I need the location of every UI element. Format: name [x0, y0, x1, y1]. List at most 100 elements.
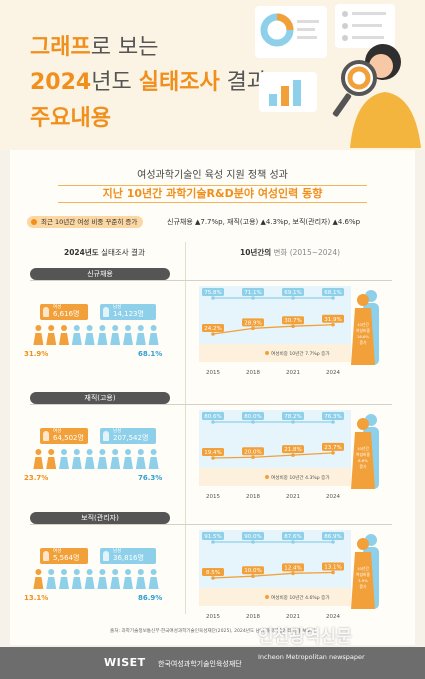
chart-bg-female: [199, 468, 351, 486]
female-count: 6,616명: [53, 310, 80, 318]
side-label-text: 증가: [360, 340, 367, 345]
person-head: [61, 325, 67, 331]
male-point: [251, 420, 255, 424]
person-head: [35, 449, 42, 455]
person-icon: [123, 569, 133, 589]
side-label-text: 16.6%: [357, 334, 369, 339]
female-count: 5,564명: [53, 554, 80, 562]
side-label-text: 여성비중: [356, 328, 370, 333]
data-label-bg: [202, 568, 224, 576]
column-divider: [185, 242, 186, 614]
person-head: [86, 325, 93, 331]
callout-dot-icon: [265, 595, 269, 599]
male-label: 남성: [113, 305, 122, 310]
female-point: [211, 332, 215, 336]
male-count: 207,542명: [113, 434, 149, 442]
person-body: [110, 333, 121, 345]
person-body: [46, 457, 57, 469]
female-percent: 23.7%: [24, 474, 49, 482]
female-point: [291, 571, 295, 576]
data-label-bg: [322, 288, 344, 296]
female-icon: [43, 307, 49, 317]
female-percent: 13.1%: [24, 594, 49, 602]
female-series-line: [212, 571, 334, 579]
person-icon: [59, 449, 69, 469]
chart-bg-female: [199, 344, 351, 362]
person-icon: [148, 569, 159, 589]
person-head: [150, 325, 157, 331]
data-label-bg: [322, 442, 344, 451]
person-body: [71, 333, 82, 345]
male-count: 36,816명: [113, 554, 144, 562]
source-note: 출처: 과학기술정보통신부·한국여성과학기술인육성재단(2025), 2024년…: [109, 629, 316, 634]
watermark-name: 인천광역신문: [258, 627, 352, 647]
male-data-label: 71.1%: [244, 290, 261, 296]
male-count-tag: 남성 207,542명: [100, 428, 156, 444]
male-data-label: 76.3%: [324, 414, 341, 420]
person-icon: [71, 449, 82, 469]
footer-bar: [0, 647, 425, 679]
male-data-label: 68.1%: [324, 290, 341, 296]
male-point: [251, 540, 255, 544]
headline: 지난 10년간 과학기술R&D분야 여성인력 동향: [58, 185, 367, 203]
data-label-bg: [242, 318, 264, 327]
person-head: [35, 325, 42, 331]
side-label-text: 8.6%: [358, 458, 368, 463]
male-point: [291, 540, 295, 544]
person-head: [86, 569, 93, 575]
x-tick-label: 2015: [206, 614, 220, 620]
male-data-label: 91.5%: [204, 534, 221, 540]
side-female-body: [351, 432, 375, 489]
male-percent: 68.1%: [138, 350, 163, 358]
female-label: 여성: [53, 305, 62, 310]
person-body: [97, 333, 108, 345]
female-count-tag: 여성 64,502명: [40, 428, 88, 444]
female-point: [211, 576, 215, 580]
female-label: 여성: [53, 429, 62, 434]
x-tick-label: 2018: [246, 370, 260, 376]
person-head: [125, 325, 131, 331]
section-rule: [30, 280, 392, 281]
side-label-text: 여성비중: [356, 572, 370, 577]
female-data-label: 20.0%: [244, 449, 261, 455]
section-title: 보직(관리자): [30, 512, 170, 524]
person-head: [125, 569, 131, 575]
x-tick-label: 2018: [246, 614, 260, 620]
x-tick-label: 2018: [246, 494, 260, 500]
people-pictogram: [33, 325, 159, 345]
person-body: [123, 457, 133, 469]
person-body: [46, 333, 57, 345]
data-label-bg: [282, 316, 304, 325]
summary-pill: 최근 10년간 여성 비중 꾸준히 증가: [27, 216, 144, 228]
female-data-label: 21.8%: [284, 447, 301, 453]
side-female-head: [357, 538, 369, 550]
female-data-label: 31.9%: [324, 317, 341, 323]
data-label-bg: [242, 447, 264, 456]
person-body: [71, 457, 82, 469]
male-count-tag: 남성 14,123명: [100, 304, 156, 320]
person-icon: [123, 449, 133, 469]
section-rule: [30, 404, 392, 405]
male-point: [211, 296, 215, 300]
male-point: [211, 420, 215, 424]
female-point: [251, 574, 255, 578]
person-icon: [148, 325, 159, 345]
person-icon: [46, 569, 57, 589]
person-head: [35, 569, 42, 575]
female-icon: [43, 551, 49, 561]
female-label: 여성: [53, 549, 62, 554]
person-body: [33, 333, 44, 345]
watermark-en: Incheon Metropolitan newspaper: [258, 653, 365, 661]
person-body: [59, 457, 69, 469]
data-label-bg: [282, 532, 304, 540]
female-data-label: 12.4%: [284, 565, 301, 571]
section-title: 신규채용: [30, 268, 170, 280]
person-icon: [135, 449, 146, 469]
female-data-label: 23.7%: [324, 445, 341, 451]
male-icon: [103, 307, 109, 317]
person-body: [59, 333, 69, 345]
summary-text: 신규채용 ▲7.7%p, 재직(고용) ▲4.3%p, 보직(관리자) ▲4.6…: [167, 218, 361, 226]
female-series-line: [212, 452, 334, 459]
female-point: [291, 324, 295, 328]
female-point: [251, 455, 255, 460]
